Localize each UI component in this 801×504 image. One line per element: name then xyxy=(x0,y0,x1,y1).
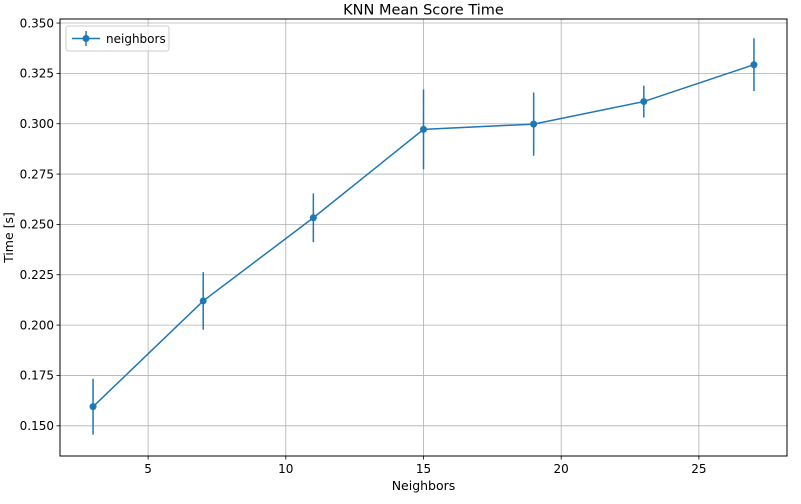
y-tick-label: 0.275 xyxy=(20,167,54,181)
y-tick-label: 0.250 xyxy=(20,218,54,232)
data-point xyxy=(420,125,427,133)
x-axis-label: Neighbors xyxy=(392,478,456,493)
y-tick-label: 0.150 xyxy=(20,419,54,433)
grid xyxy=(60,19,787,456)
legend-label: neighbors xyxy=(106,32,166,46)
data-point xyxy=(89,403,97,411)
x-tick-label: 20 xyxy=(554,462,569,476)
x-tick-label: 25 xyxy=(691,462,706,476)
series-layer xyxy=(89,38,758,435)
y-axis: 0.150 0.175 0.200 0.225 0.250 0.275 0.300 0.325… xyxy=(20,16,60,433)
y-tick-label: 0.200 xyxy=(20,318,54,332)
data-point xyxy=(640,98,648,106)
y-axis-label: Time [s] xyxy=(1,212,16,264)
data-point xyxy=(309,214,317,222)
y-tick-label: 0.325 xyxy=(20,67,54,81)
data-point xyxy=(530,120,538,128)
x-tick-label: 15 xyxy=(416,462,431,476)
legend-box xyxy=(65,25,170,52)
data-point xyxy=(750,61,758,69)
legend-marker-swatch xyxy=(82,35,90,42)
legend: neighbors xyxy=(65,25,170,52)
data-point xyxy=(199,297,207,305)
y-tick-label: 0.175 xyxy=(20,369,54,383)
x-axis: 5 10 15 20 25 xyxy=(144,456,707,476)
y-tick-label: 0.350 xyxy=(20,16,54,30)
chart-title: KNN Mean Score Time xyxy=(343,3,504,19)
x-tick-label: 10 xyxy=(278,462,293,476)
y-tick-label: 0.300 xyxy=(20,117,54,131)
x-tick-label: 5 xyxy=(144,462,152,476)
y-tick-label: 0.225 xyxy=(20,268,54,282)
